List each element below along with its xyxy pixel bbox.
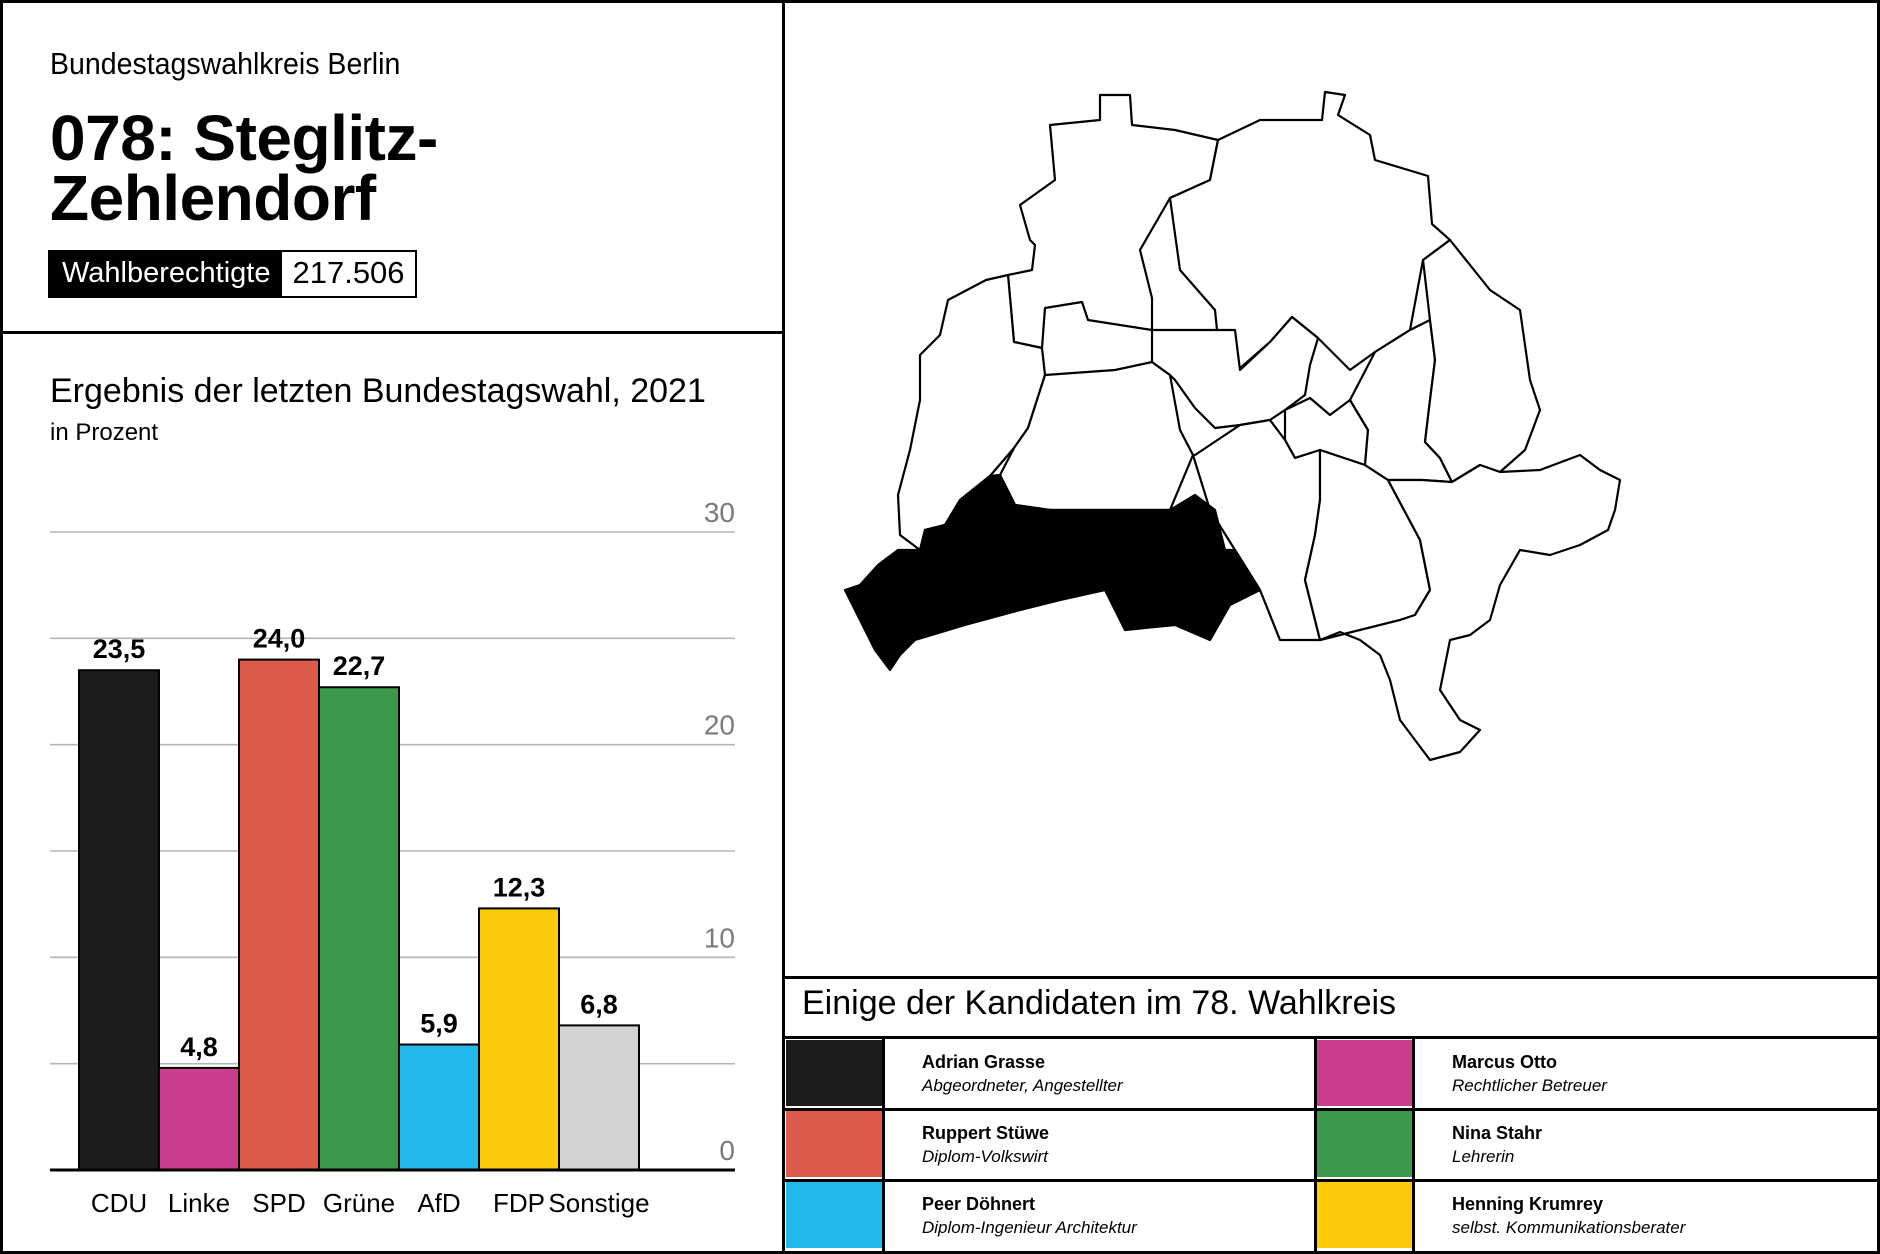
candidate-role: selbst. Kommunikationsberater <box>1452 1218 1686 1237</box>
candidate-entry: Henning Krumrey selbst. Kommunikationsber… <box>1316 1182 1836 1248</box>
candidate-entry: Nina Stahr Lehrerin <box>1316 1111 1836 1177</box>
candidate-row-divider <box>784 1108 1880 1111</box>
candidate-color-swatch <box>1316 1182 1412 1248</box>
candidate-role: Diplom-Ingenieur Architektur <box>922 1218 1137 1237</box>
candidate-col-divider <box>1314 1036 1317 1254</box>
title-line-2: Zehlendorf <box>50 162 376 234</box>
kicker: Bundestagswahlkreis Berlin <box>50 46 401 81</box>
district-steglitz-zehlendorf-highlight <box>843 473 1262 672</box>
eligible-voters-label: Wahlberechtigte <box>50 252 283 296</box>
candidate-role: Lehrerin <box>1452 1147 1515 1166</box>
title-line-1: 078: Steglitz- <box>50 102 438 174</box>
candidate-entry: Peer Döhnert Diplom-Ingenieur Architektur <box>786 1182 1306 1248</box>
right-divider <box>784 976 1880 979</box>
bar-chart: 0 10 20 30 23,5 CDU 4,8 Linke 24,0 SPD 22,7 Grüne 5,… <box>50 497 735 1218</box>
chart-subtitle: in Prozent <box>50 419 159 446</box>
district-pankow <box>1168 90 1452 372</box>
candidate-color-swatch <box>786 1040 882 1106</box>
data-label: 23,5 <box>93 634 146 664</box>
y-tick-label: 10 <box>704 922 735 953</box>
candidate-name: Henning Krumrey <box>1452 1194 1604 1214</box>
candidate-name: Peer Döhnert <box>922 1194 1036 1214</box>
eligible-voters-value: 217.506 <box>282 252 415 296</box>
x-tick-label: AfD <box>417 1188 460 1218</box>
candidate-col-divider <box>1412 1036 1415 1254</box>
candidate-color-swatch <box>786 1111 882 1177</box>
data-label: 22,7 <box>333 651 386 681</box>
candidate-role: Rechtlicher Betreuer <box>1452 1076 1607 1095</box>
berlin-map <box>843 90 1622 762</box>
x-tick-label: FDP <box>493 1188 545 1218</box>
district-marzahn <box>1421 238 1542 484</box>
data-label: 6,8 <box>580 989 618 1019</box>
district-treptow <box>1318 453 1622 762</box>
candidates-header-divider <box>784 1036 1880 1039</box>
candidate-name: Nina Stahr <box>1452 1123 1543 1143</box>
data-label: 24,0 <box>253 624 306 654</box>
candidate-entry: Marcus Otto Rechtlicher Betreuer <box>1316 1040 1836 1106</box>
bar-afd <box>398 1043 480 1172</box>
candidate-name: Marcus Otto <box>1452 1052 1558 1072</box>
eligible-voters-badge: Wahlberechtigte 217.506 <box>48 250 417 298</box>
candidates-title: Einige der Kandidaten im 78. Wahlkreis <box>802 984 1397 1022</box>
x-tick-label: Linke <box>168 1188 230 1218</box>
candidate-name: Adrian Grasse <box>922 1052 1046 1072</box>
y-tick-label: 30 <box>704 497 735 528</box>
data-label: 12,3 <box>493 872 546 902</box>
data-label: 5,9 <box>420 1009 458 1039</box>
x-tick-label: Sonstige <box>548 1188 649 1218</box>
bar-cdu <box>78 669 160 1171</box>
candidate-name: Ruppert Stüwe <box>922 1123 1050 1143</box>
bar-grüne <box>318 686 400 1171</box>
y-tick-label: 20 <box>704 710 735 741</box>
x-tick-label: SPD <box>252 1188 305 1218</box>
bar-fdp <box>478 907 560 1171</box>
y-tick-label: 0 <box>719 1135 735 1166</box>
vertical-divider <box>782 0 785 1254</box>
candidate-role: Diplom-Volkswirt <box>922 1147 1048 1166</box>
bar-linke <box>158 1066 240 1171</box>
candidate-color-swatch <box>1316 1111 1412 1177</box>
bar-sonstige <box>558 1024 640 1171</box>
chart-title: Ergebnis der letzten Bundestagswahl, 202… <box>50 372 706 410</box>
candidate-row-divider <box>784 1179 1880 1182</box>
candidate-entry: Adrian Grasse Abgeordneter, Angestellter <box>786 1040 1306 1106</box>
data-label: 4,8 <box>180 1032 218 1062</box>
candidate-color-swatch <box>1316 1040 1412 1106</box>
left-divider <box>0 331 784 334</box>
x-tick-label: CDU <box>91 1188 147 1218</box>
candidate-color-swatch <box>786 1182 882 1248</box>
candidate-entry: Ruppert Stüwe Diplom-Volkswirt <box>786 1111 1306 1177</box>
candidate-col-divider <box>882 1036 885 1254</box>
district-reinickendorf <box>1006 93 1220 350</box>
bar-spd <box>238 658 320 1171</box>
candidate-role: Abgeordneter, Angestellter <box>922 1076 1123 1095</box>
x-tick-label: Grüne <box>323 1188 395 1218</box>
page-title: 078: Steglitz- Zehlendorf <box>50 102 438 234</box>
